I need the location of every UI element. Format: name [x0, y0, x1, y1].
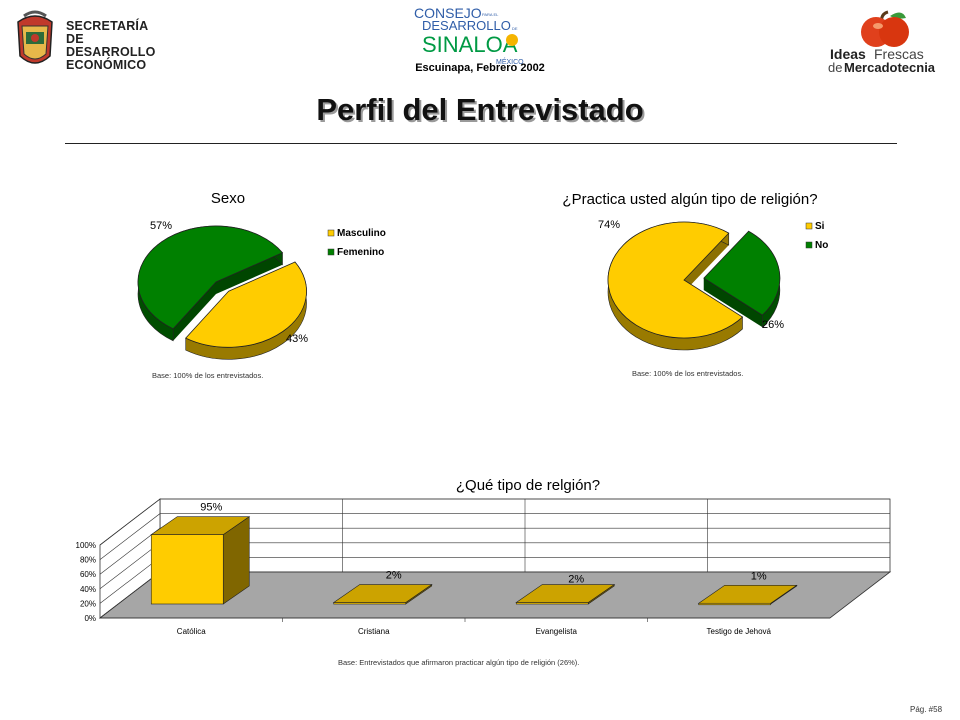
logo-mexico: MÉXICO	[496, 57, 524, 66]
pie-sexo-base-note: Base: 100% de los entrevistados.	[152, 371, 263, 380]
pie-religion-legend: Si No	[805, 221, 828, 251]
legend-label-femenino: Femenino	[337, 247, 384, 258]
coat-of-arms-icon	[17, 10, 53, 64]
pie-sexo-label-masculino: 43%	[286, 333, 308, 345]
logo-desarrollo: DESARROLLO	[422, 18, 511, 33]
legend-swatch-si	[805, 222, 813, 230]
pie-sexo-title: Sexo	[211, 190, 245, 207]
legend-swatch-femenino	[327, 248, 335, 256]
x-category-label: Católica	[177, 627, 206, 636]
pie-sexo-legend: Masculino Femenino	[327, 228, 386, 258]
pie-slice-masculino	[185, 261, 307, 360]
bar-0	[150, 516, 251, 605]
logo-consejo: CONSEJO	[414, 5, 482, 21]
bar-chart-tipo-religion: ¿Qué tipo de relgión? 0% 20% 40% 60% 80% 100%…	[76, 477, 892, 667]
x-category-label: Cristiana	[358, 627, 390, 636]
logo-sinaloa: SINALOA	[422, 32, 518, 57]
pie-slice-no	[703, 230, 781, 328]
logo-mercadotecnia: Mercadotecnia	[844, 60, 936, 75]
bar-chart-title: ¿Qué tipo de relgión?	[456, 477, 600, 494]
y-tick-label: 100%	[76, 541, 96, 550]
x-category-label: Evangelista	[536, 627, 578, 636]
title-divider	[65, 143, 897, 144]
consejo-sinaloa-logo: CONSEJO PARA EL DESARROLLO DE SINALOA MÉ…	[414, 5, 524, 66]
bar-3	[697, 584, 798, 606]
report-subtitle: Escuinapa, Febrero 2002	[415, 62, 545, 74]
pie-slice-si	[607, 221, 744, 351]
bar-value-label: 2%	[568, 574, 584, 586]
pie-sexo-label-femenino: 57%	[150, 220, 172, 232]
pie-religion-base-note: Base: 100% de los entrevistados.	[632, 369, 743, 378]
bar-value-label: 1%	[751, 570, 767, 582]
x-category-label: Testigo de Jehová	[707, 627, 772, 636]
legend-swatch-masculino	[327, 229, 335, 237]
y-tick-label: 20%	[80, 599, 96, 608]
logo-ideas: Ideas	[830, 46, 866, 62]
legend-label-si: Si	[815, 221, 825, 232]
pie-religion-label-no: 26%	[762, 319, 784, 331]
logo-line-2: DE DESARROLLO	[66, 32, 156, 59]
logo-frescas: Frescas	[874, 46, 924, 62]
sun-icon	[506, 34, 518, 46]
logo-para-el: PARA EL	[482, 12, 499, 17]
y-tick-label: 80%	[80, 556, 96, 565]
legend-swatch-no	[805, 241, 813, 249]
y-tick-label: 0%	[84, 614, 96, 623]
logo-line-1: SECRETARÍA	[66, 19, 149, 33]
legend-label-masculino: Masculino	[337, 228, 386, 239]
bar-chart-frame: 0% 20% 40% 60% 80% 100%	[76, 498, 892, 623]
logo-de: DE	[512, 26, 518, 31]
bar-chart-base-note: Base: Entrevistados que afirmaron practi…	[338, 658, 579, 667]
page-number: Pág. #58	[910, 705, 943, 714]
bar-value-label: 95%	[200, 502, 222, 514]
bar-2	[515, 583, 616, 605]
pie-religion-title: ¿Practica usted algún tipo de religión?	[562, 191, 817, 208]
y-tick-label: 40%	[80, 585, 96, 594]
logo-de-small: de	[828, 60, 842, 75]
apple-icon	[861, 10, 909, 47]
page-title: Perfil del Entrevistado	[316, 92, 644, 127]
logo-line-3: ECONÓMICO	[66, 58, 147, 72]
pie-chart-religion: ¿Practica usted algún tipo de religión? …	[562, 191, 828, 378]
pie-slice-femenino	[137, 225, 284, 342]
ideas-frescas-logo: Ideas Frescas de Mercadotecnia	[828, 10, 936, 75]
bar-1	[332, 583, 433, 605]
pie-religion-label-si: 74%	[598, 219, 620, 231]
bar-value-label: 2%	[386, 570, 402, 582]
pie-chart-sexo: Sexo 57% 43% Masculino Femenino Base: 10…	[137, 190, 386, 380]
secretaria-logo: SECRETARÍA DE DESARROLLO ECONÓMICO	[8, 6, 173, 72]
y-tick-label: 60%	[80, 570, 96, 579]
legend-label-no: No	[815, 240, 828, 251]
